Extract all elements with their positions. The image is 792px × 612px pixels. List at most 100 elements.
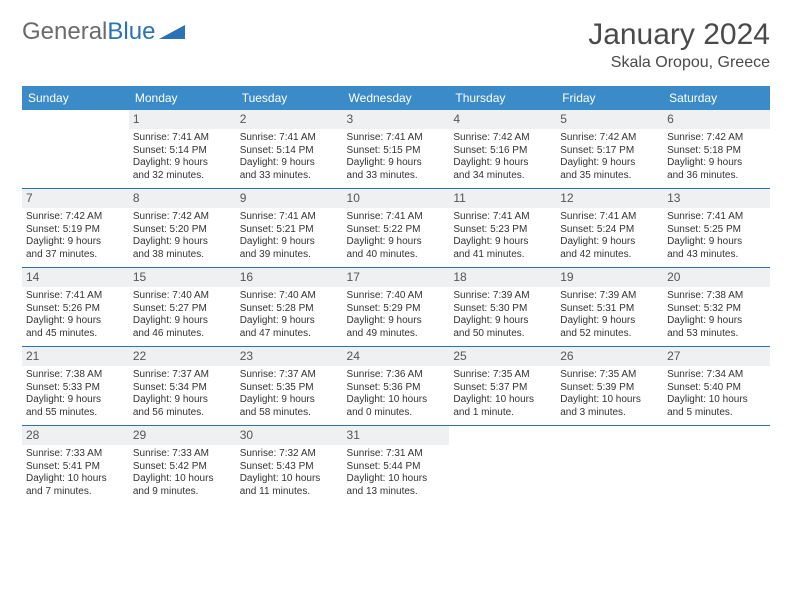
day-number: 28 (22, 426, 129, 445)
sunrise-text: Sunrise: 7:42 AM (667, 132, 766, 145)
logo-triangle-icon (159, 18, 185, 46)
sunrise-text: Sunrise: 7:41 AM (667, 211, 766, 224)
sunrise-text: Sunrise: 7:40 AM (133, 290, 232, 303)
calendar-day-cell: 6 Sunrise: 7:42 AMSunset: 5:18 PMDaylight… (663, 110, 770, 189)
daylight-text: and 47 minutes. (240, 328, 339, 341)
calendar-week-row: 21 Sunrise: 7:38 AMSunset: 5:33 PM Dayligh… (22, 347, 770, 426)
calendar-day-cell: 31Sunrise: 7:31 AMSunset: 5:44 PMDayligh… (343, 426, 450, 505)
sunset-text: Sunset: 5:39 PM (560, 382, 659, 395)
calendar-day-cell: 13Sunrise: 7:41 AMSunset: 5:25 PMDayligh… (663, 189, 770, 268)
day-number: 11 (449, 189, 556, 208)
sunset-text: Sunset: 5:36 PM (347, 382, 446, 395)
daylight-text: Daylight: 9 hours (453, 157, 552, 170)
sunset-text: Sunset: 5:27 PM (133, 303, 232, 316)
sunset-text: Sunset: 5:26 PM (26, 303, 125, 316)
daylight-text: Daylight: 10 hours (453, 394, 552, 407)
day-number: 6 (663, 110, 770, 129)
daylight-text: and 7 minutes. (26, 486, 125, 499)
daylight-text: and 53 minutes. (667, 328, 766, 341)
daylight-text: Daylight: 9 hours (560, 157, 659, 170)
day-number: 10 (343, 189, 450, 208)
daylight-text: Daylight: 10 hours (240, 473, 339, 486)
daylight-text: Daylight: 9 hours (667, 236, 766, 249)
brand-part1: General (22, 18, 107, 46)
daylight-text: Daylight: 9 hours (240, 157, 339, 170)
daylight-text: Daylight: 9 hours (347, 315, 446, 328)
sunrise-text: Sunrise: 7:33 AM (133, 448, 232, 461)
sunset-text: Sunset: 5:14 PM (133, 145, 232, 158)
sunset-text: Sunset: 5:34 PM (133, 382, 232, 395)
day-number: 12 (556, 189, 663, 208)
day-number: 24 (343, 347, 450, 366)
sunset-text: Sunset: 5:30 PM (453, 303, 552, 316)
location-label: Skala Oropou, Greece (588, 54, 770, 72)
daylight-text: and 43 minutes. (667, 249, 766, 262)
sunset-text: Sunset: 5:24 PM (560, 224, 659, 237)
calendar-day-cell: 19Sunrise: 7:39 AMSunset: 5:31 PMDayligh… (556, 268, 663, 347)
calendar-day-cell: 16Sunrise: 7:40 AMSunset: 5:28 PMDayligh… (236, 268, 343, 347)
calendar-week-row: 14Sunrise: 7:41 AMSunset: 5:26 PMDayligh… (22, 268, 770, 347)
sunrise-text: Sunrise: 7:39 AM (560, 290, 659, 303)
day-number: 7 (22, 189, 129, 208)
day-number: 31 (343, 426, 450, 445)
daylight-text: Daylight: 9 hours (560, 236, 659, 249)
calendar-day-cell: 10Sunrise: 7:41 AMSunset: 5:22 PMDayligh… (343, 189, 450, 268)
day-number: 23 (236, 347, 343, 366)
daylight-text: and 11 minutes. (240, 486, 339, 499)
sunset-text: Sunset: 5:18 PM (667, 145, 766, 158)
sunset-text: Sunset: 5:28 PM (240, 303, 339, 316)
calendar-day-cell: 29Sunrise: 7:33 AMSunset: 5:42 PMDayligh… (129, 426, 236, 505)
calendar-day-cell: 9Sunrise: 7:41 AMSunset: 5:21 PMDaylight… (236, 189, 343, 268)
sunrise-text: Sunrise: 7:31 AM (347, 448, 446, 461)
daylight-text: and 39 minutes. (240, 249, 339, 262)
brand-part2: Blue (107, 18, 155, 46)
daylight-text: Daylight: 9 hours (453, 236, 552, 249)
day-number: 29 (129, 426, 236, 445)
sunrise-text: Sunrise: 7:38 AM (26, 369, 125, 382)
day-number: 21 (22, 347, 129, 366)
daylight-text: Daylight: 10 hours (133, 473, 232, 486)
sunset-text: Sunset: 5:17 PM (560, 145, 659, 158)
sunrise-text: Sunrise: 7:36 AM (347, 369, 446, 382)
calendar-day-cell: 18Sunrise: 7:39 AMSunset: 5:30 PMDayligh… (449, 268, 556, 347)
daylight-text: and 1 minute. (453, 407, 552, 420)
calendar-day-cell: 22Sunrise: 7:37 AMSunset: 5:34 PMDayligh… (129, 347, 236, 426)
sunset-text: Sunset: 5:31 PM (560, 303, 659, 316)
calendar-day-cell: 28Sunrise: 7:33 AMSunset: 5:41 PMDayligh… (22, 426, 129, 505)
sunset-text: Sunset: 5:32 PM (667, 303, 766, 316)
calendar-day-cell (449, 426, 556, 505)
sunrise-text: Sunrise: 7:41 AM (240, 132, 339, 145)
calendar-day-cell: 5Sunrise: 7:42 AMSunset: 5:17 PMDaylight… (556, 110, 663, 189)
day-number: 5 (556, 110, 663, 129)
daylight-text: and 9 minutes. (133, 486, 232, 499)
sunrise-text: Sunrise: 7:42 AM (453, 132, 552, 145)
calendar-day-cell (663, 426, 770, 505)
sunrise-text: Sunrise: 7:39 AM (453, 290, 552, 303)
daylight-text: and 35 minutes. (560, 170, 659, 183)
day-number: 22 (129, 347, 236, 366)
day-number: 13 (663, 189, 770, 208)
daylight-text: and 38 minutes. (133, 249, 232, 262)
sunrise-text: Sunrise: 7:35 AM (560, 369, 659, 382)
daylight-text: and 58 minutes. (240, 407, 339, 420)
daylight-text: and 45 minutes. (26, 328, 125, 341)
daylight-text: Daylight: 10 hours (347, 473, 446, 486)
sunrise-text: Sunrise: 7:41 AM (240, 211, 339, 224)
calendar-day-cell (556, 426, 663, 505)
calendar-day-cell: 15 Sunrise: 7:40 AMSunset: 5:27 PMDayligh… (129, 268, 236, 347)
daylight-text: Daylight: 9 hours (133, 315, 232, 328)
sunrise-text: Sunrise: 7:33 AM (26, 448, 125, 461)
sunset-text: Sunset: 5:14 PM (240, 145, 339, 158)
day-number: 19 (556, 268, 663, 287)
day-number: 15 (129, 268, 236, 287)
daylight-text: Daylight: 9 hours (26, 236, 125, 249)
calendar-day-cell: 27Sunrise: 7:34 AMSunset: 5:40 PMDayligh… (663, 347, 770, 426)
daylight-text: and 55 minutes. (26, 407, 125, 420)
daylight-text: Daylight: 9 hours (453, 315, 552, 328)
daylight-text: Daylight: 10 hours (560, 394, 659, 407)
sunset-text: Sunset: 5:33 PM (26, 382, 125, 395)
daylight-text: Daylight: 9 hours (667, 157, 766, 170)
sunrise-text: Sunrise: 7:41 AM (560, 211, 659, 224)
daylight-text: and 5 minutes. (667, 407, 766, 420)
calendar-day-cell: 14Sunrise: 7:41 AMSunset: 5:26 PMDayligh… (22, 268, 129, 347)
